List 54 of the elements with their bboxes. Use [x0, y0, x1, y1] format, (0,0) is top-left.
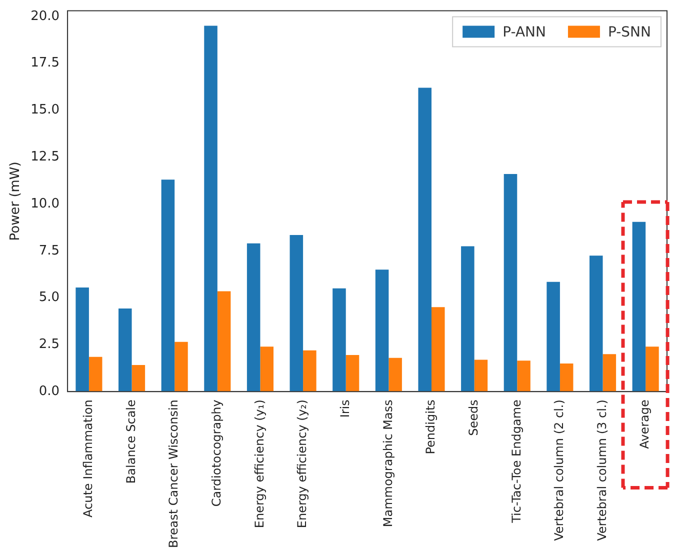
bar	[602, 354, 616, 392]
x-tick-label: Pendigits	[424, 400, 438, 454]
x-tick-label: Vertebral column (2 cl.)	[552, 400, 566, 541]
x-tick-label: Energy efficiency (y₁)	[252, 400, 266, 528]
bar	[461, 246, 474, 392]
x-tick-label: Balance Scale	[124, 400, 138, 484]
bar	[204, 26, 218, 392]
bar	[474, 360, 488, 392]
bar	[217, 291, 231, 392]
bar	[375, 270, 389, 392]
y-axis-title: Power (mW)	[8, 162, 24, 241]
bar	[432, 307, 445, 392]
bar	[161, 180, 175, 392]
x-tick-label: Average	[638, 400, 652, 449]
y-tick-label: 2.5	[38, 337, 60, 352]
x-tick-label: Energy efficiency (y₂)	[295, 400, 310, 528]
bar	[517, 360, 530, 392]
x-tick-label: Breast Cancer Wisconsin	[166, 400, 181, 548]
bar	[174, 342, 188, 392]
bar	[590, 256, 603, 392]
bar	[632, 222, 646, 392]
bar	[260, 346, 274, 392]
y-tick-label: 10.0	[30, 196, 60, 212]
bar	[290, 234, 304, 392]
legend-label: P-ANN	[502, 24, 546, 40]
y-tick-label: 5.0	[38, 290, 60, 306]
bar	[76, 287, 89, 392]
y-tick-label: 15.0	[30, 102, 60, 118]
bar	[332, 288, 346, 392]
x-tick-label: Cardiotocography	[210, 400, 224, 507]
bar	[560, 363, 574, 392]
y-tick-label: 20.0	[30, 8, 60, 24]
x-tick-label: Tic-Tac-Toe Endgame	[509, 400, 524, 524]
y-tick-label: 7.5	[38, 243, 60, 258]
bar	[132, 364, 146, 392]
legend-label: P-SNN	[608, 24, 652, 40]
x-tick-label: Seeds	[466, 400, 480, 436]
bar	[88, 356, 102, 392]
bar	[246, 243, 260, 392]
bar	[118, 308, 132, 392]
y-tick-label: 17.5	[30, 56, 60, 71]
x-tick-label: Mammographic Mass	[380, 400, 395, 528]
bar	[388, 358, 402, 392]
bar	[418, 88, 432, 392]
bar	[303, 350, 316, 392]
y-tick-label: 0.0	[38, 384, 60, 399]
bar	[346, 355, 360, 392]
x-tick-label: Acute Inflammation	[81, 400, 96, 518]
bar	[546, 282, 560, 392]
x-tick-label: Iris	[338, 400, 352, 418]
x-tick-label: Vertebral column (3 cl.)	[594, 400, 609, 541]
y-tick-label: 12.5	[30, 149, 60, 164]
bar	[504, 174, 518, 392]
bar	[646, 346, 659, 392]
